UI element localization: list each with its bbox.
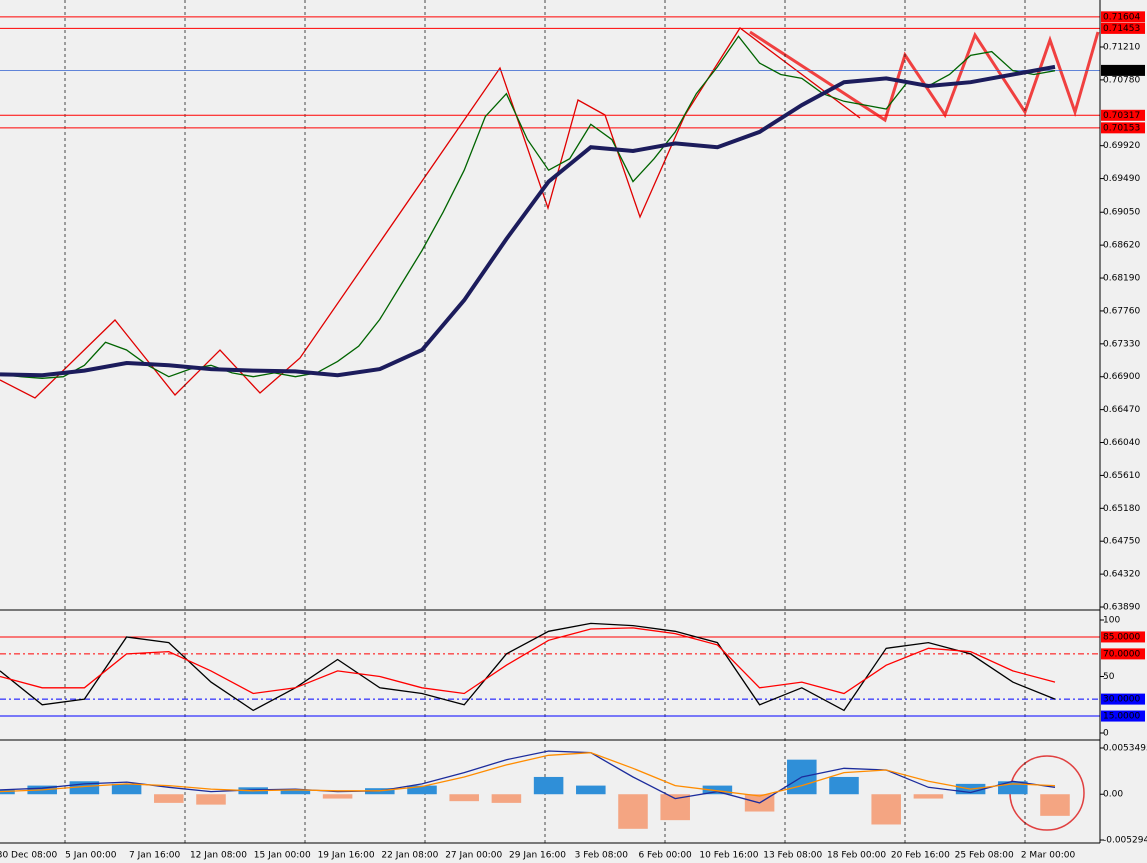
x-tick-label: 13 Feb 08:00 — [763, 851, 822, 861]
x-tick-label: 19 Jan 16:00 — [318, 851, 375, 861]
y-tick-label: 0.68190 — [1103, 274, 1140, 284]
histogram-bar — [702, 785, 733, 795]
level-label: 85.0000 — [1103, 632, 1140, 642]
y-tick-label: 0.67330 — [1103, 339, 1140, 349]
histogram-bar — [1040, 794, 1070, 816]
y-tick-label: 0.67760 — [1103, 306, 1140, 316]
x-tick-label: 2 Mar 00:00 — [1021, 851, 1076, 861]
level-label: 15.0000 — [1103, 712, 1140, 722]
x-tick-label: 30 Dec 08:00 — [0, 851, 58, 861]
level-label-bg — [1101, 710, 1145, 722]
histogram-bar — [533, 776, 564, 795]
histogram-bar — [280, 789, 311, 795]
y-tick-label: 0.66470 — [1103, 405, 1140, 415]
y-tick-label: 0.65180 — [1103, 504, 1140, 514]
histogram-bar — [491, 794, 522, 803]
histogram-bar — [576, 785, 606, 795]
level-label-bg — [1101, 22, 1145, 34]
y-tick-label: 0.69050 — [1103, 208, 1140, 218]
projection-arrows — [749, 30, 1100, 123]
last-price-label: 0.70904 — [1103, 66, 1140, 76]
series-line — [0, 622, 1056, 712]
y-tick-label: 0.66900 — [1103, 372, 1140, 382]
histogram-bar — [871, 794, 901, 825]
histogram-bar — [829, 776, 859, 795]
series-line — [0, 64, 1056, 378]
y-tick-label: 0 — [1103, 729, 1109, 739]
series-line — [0, 752, 1056, 797]
x-tick-label: 7 Jan 16:00 — [129, 851, 181, 861]
y-tick-label: 0.68620 — [1103, 241, 1140, 251]
y-tick-label: 0.66040 — [1103, 438, 1140, 448]
y-tick-label: 100 — [1103, 616, 1120, 626]
y-tick-label: 0.64750 — [1103, 537, 1140, 547]
x-tick-label: 6 Feb 00:00 — [638, 851, 692, 861]
level-label: 70.0000 — [1103, 649, 1140, 659]
histogram-bar — [111, 783, 142, 795]
x-tick-label: 10 Feb 16:00 — [699, 851, 758, 861]
y-tick-label: 50 — [1103, 672, 1115, 682]
histogram-bar — [196, 794, 226, 805]
x-tick-label: 22 Jan 08:00 — [381, 851, 438, 861]
y-tick-label: 0.71210 — [1103, 42, 1140, 52]
level-label-bg — [1101, 11, 1145, 23]
y-tick-label: 0.64320 — [1103, 570, 1140, 580]
histogram-bar — [618, 794, 648, 829]
histogram-bar — [0, 789, 15, 795]
histogram-bar — [154, 794, 184, 803]
x-tick-label: 5 Jan 00:00 — [65, 851, 117, 861]
series-line — [0, 627, 1056, 695]
level-label-bg — [1101, 693, 1145, 705]
y-tick-label: 0.69920 — [1103, 141, 1140, 151]
level-label-bg — [1101, 648, 1145, 660]
level-label: 30.0000 — [1103, 695, 1140, 705]
level-label-bg — [1101, 122, 1145, 134]
x-tick-label: 20 Feb 16:00 — [891, 851, 950, 861]
x-tick-label: 25 Feb 08:00 — [955, 851, 1014, 861]
level-label: 0.70153 — [1103, 123, 1140, 133]
x-tick-label: 29 Jan 16:00 — [509, 851, 566, 861]
level-label-bg — [1101, 109, 1145, 121]
x-tick-label: 27 Jan 00:00 — [445, 851, 502, 861]
zigzag — [0, 27, 861, 399]
y-tick-label: 0.69490 — [1103, 174, 1140, 184]
histogram-bar — [407, 785, 437, 795]
level-label: 0.71453 — [1103, 24, 1140, 34]
y-tick-label: 0.63890 — [1103, 603, 1140, 613]
histogram-bar — [322, 794, 353, 799]
x-tick-label: 12 Jan 08:00 — [190, 851, 247, 861]
histogram-bar — [913, 794, 944, 799]
y-tick-label: -0.0052945 — [1103, 836, 1147, 846]
level-label: 0.70317 — [1103, 111, 1140, 121]
series-line — [0, 35, 1056, 379]
y-tick-label: 0.70780 — [1103, 75, 1140, 85]
level-label: 0.71604 — [1103, 12, 1140, 22]
x-tick-label: 3 Feb 08:00 — [575, 851, 629, 861]
x-tick-label: 15 Jan 00:00 — [254, 851, 311, 861]
series-line — [0, 750, 1056, 804]
y-tick-label: 0.00 — [1103, 790, 1123, 800]
last-price-bg — [1101, 64, 1145, 76]
y-tick-label: 0.65610 — [1103, 471, 1140, 481]
y-tick-label: 0.0053495 — [1103, 744, 1147, 754]
level-label-bg — [1101, 631, 1145, 643]
x-tick-label: 18 Feb 00:00 — [827, 851, 886, 861]
histogram-bar — [449, 794, 479, 802]
